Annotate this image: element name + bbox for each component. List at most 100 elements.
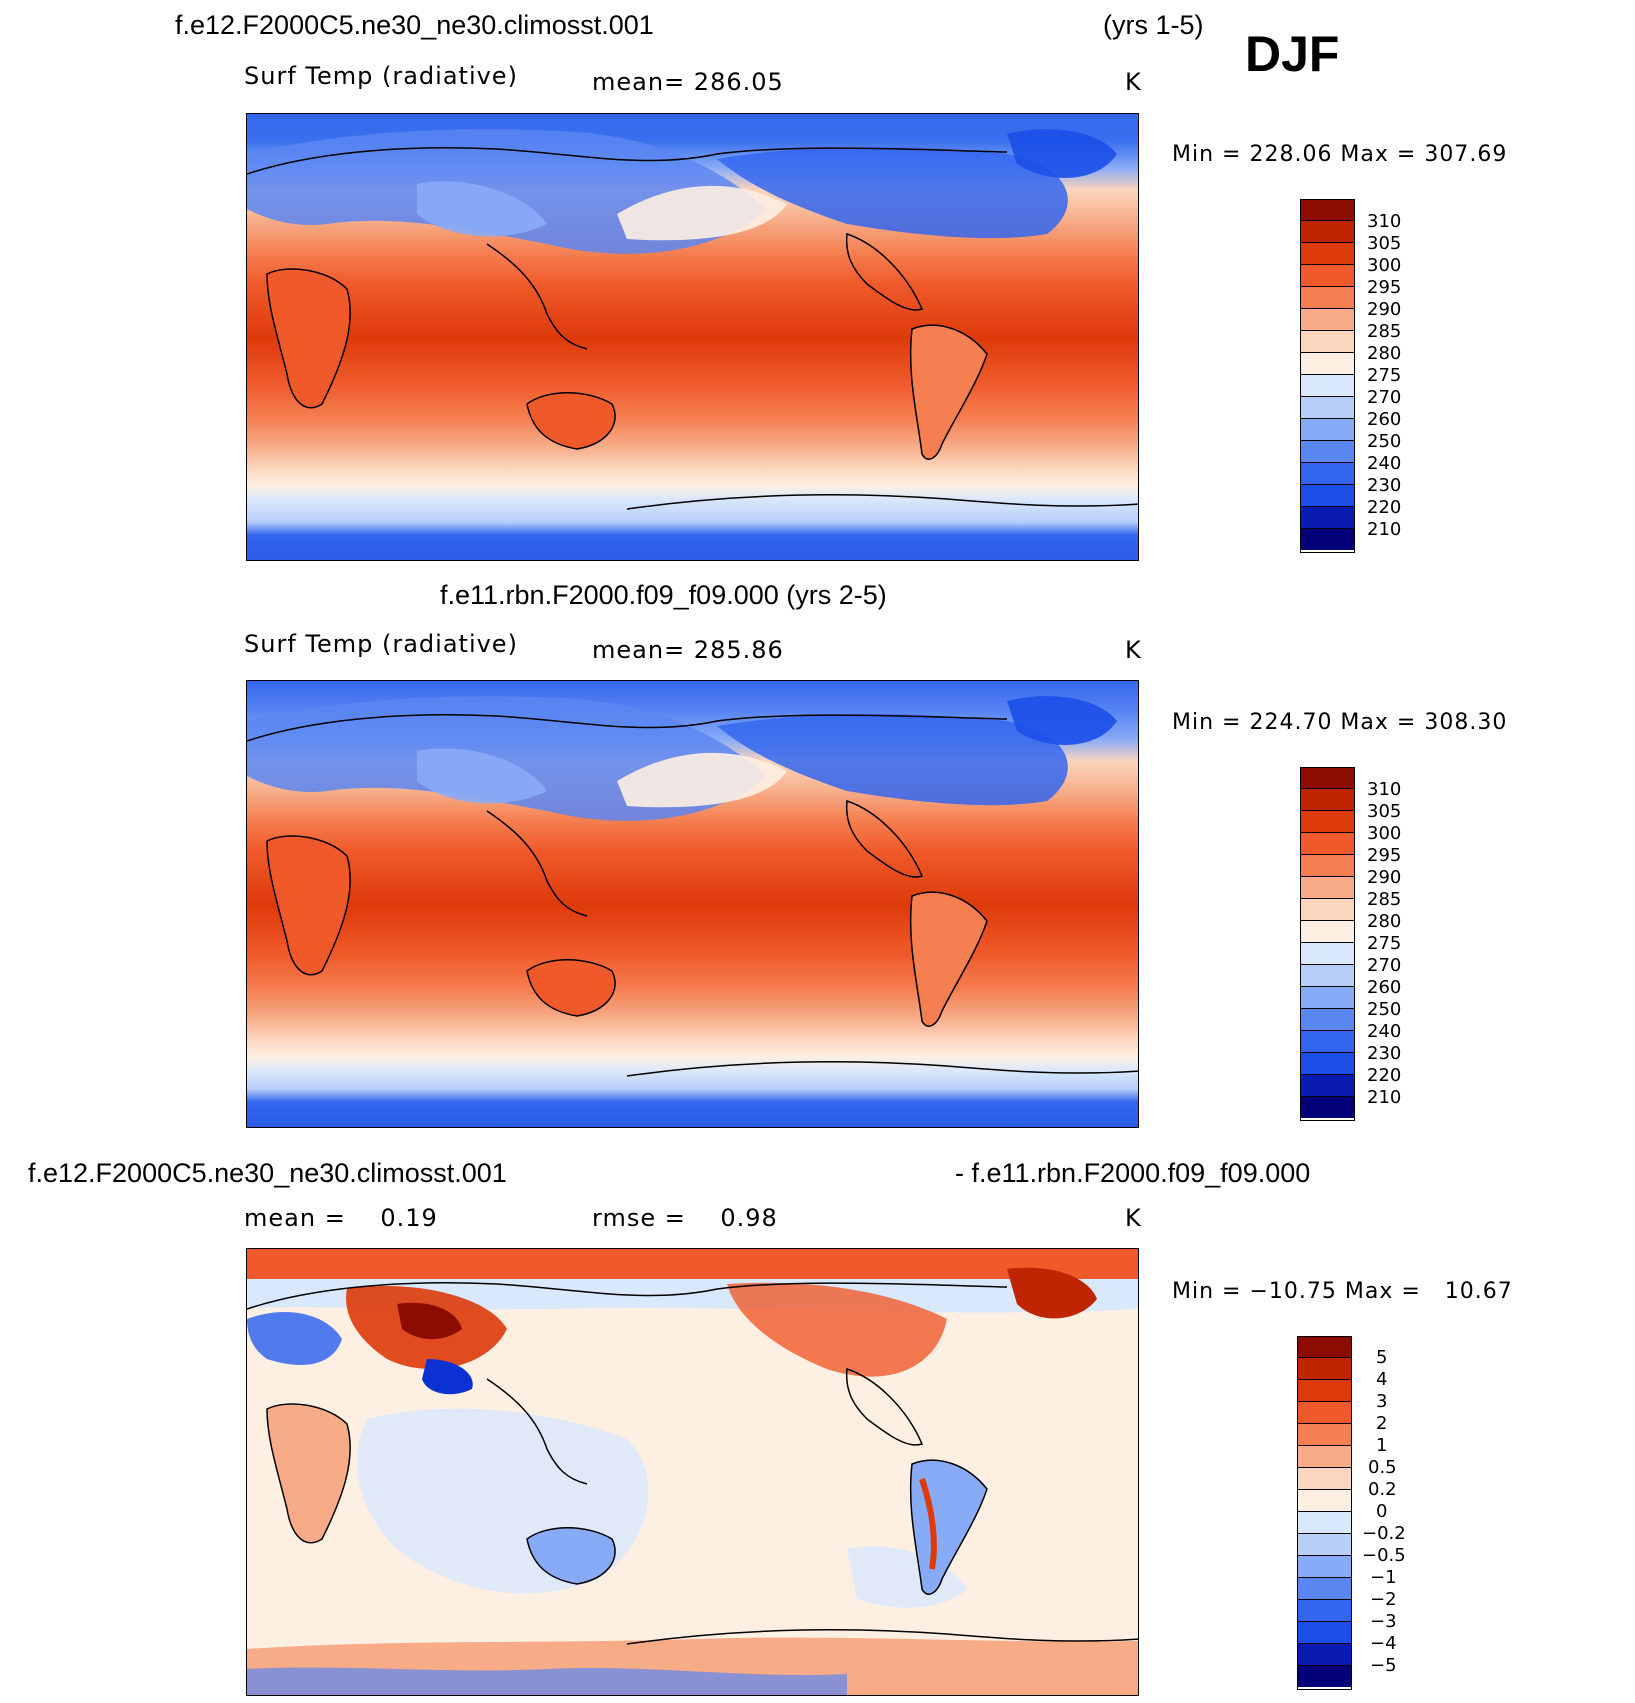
cbar3-seg	[1298, 1556, 1351, 1578]
run-title: f.e12.F2000C5.ne30_ne30.climosst.001	[175, 10, 654, 40]
cbar2-tick: 230	[1367, 1043, 1402, 1064]
cbar3-tick: 0	[1376, 1501, 1388, 1522]
cbar1-seg	[1301, 397, 1354, 419]
cbar2-seg	[1301, 1075, 1354, 1097]
cbar1-tick: 250	[1367, 431, 1402, 452]
cbar3-tick: −1	[1370, 1567, 1397, 1588]
cbar3-seg	[1298, 1424, 1351, 1446]
cbar2-seg	[1301, 1009, 1354, 1031]
cbar3-tick: 1	[1376, 1435, 1388, 1456]
panel3-title-left: f.e12.F2000C5.ne30_ne30.climosst.001	[28, 1158, 507, 1188]
cbar2-seg	[1301, 789, 1354, 811]
panel2-map-svg	[247, 681, 1138, 1127]
cbar1-seg	[1301, 265, 1354, 287]
panel2-title: f.e11.rbn.F2000.f09_f09.000 (yrs 2-5)	[440, 580, 887, 610]
cbar2-seg	[1301, 833, 1354, 855]
cbar3-seg	[1298, 1622, 1351, 1644]
cbar2-seg	[1301, 768, 1354, 789]
cbar2-tick: 250	[1367, 999, 1402, 1020]
panel2-mean: mean= 285.86	[592, 636, 784, 664]
cbar1-tick: 310	[1367, 211, 1402, 232]
cbar1-tick: 305	[1367, 233, 1402, 254]
cbar1-seg	[1301, 287, 1354, 309]
cbar3-seg	[1298, 1358, 1351, 1380]
panel2-min-max: Min = 224.70 Max = 308.30	[1172, 710, 1508, 735]
panel1-variable: Surf Temp (radiative)	[244, 62, 518, 90]
cbar2-seg	[1301, 921, 1354, 943]
cbar3-seg	[1298, 1468, 1351, 1490]
cbar3-seg	[1298, 1644, 1351, 1666]
cbar3-seg	[1298, 1578, 1351, 1600]
cbar1-tick: 220	[1367, 497, 1402, 518]
cbar2-seg	[1301, 987, 1354, 1009]
cbar2-tick: 285	[1367, 889, 1402, 910]
panel1-units: K	[1125, 68, 1142, 96]
cbar2-tick: 300	[1367, 823, 1402, 844]
cbar2-tick: 305	[1367, 801, 1402, 822]
cbar2-tick: 310	[1367, 779, 1402, 800]
cbar1-tick: 240	[1367, 453, 1402, 474]
cbar1-tick: 275	[1367, 365, 1402, 386]
cbar2-tick: 290	[1367, 867, 1402, 888]
cbar1-seg	[1301, 529, 1354, 550]
cbar1-seg	[1301, 331, 1354, 353]
cbar2-seg	[1301, 811, 1354, 833]
cbar3-seg	[1298, 1337, 1351, 1358]
cbar2-seg	[1301, 899, 1354, 921]
panel3-min-max: Min = −10.75 Max = 10.67	[1172, 1279, 1513, 1304]
cbar3-seg	[1298, 1512, 1351, 1534]
cbar1-tick: 290	[1367, 299, 1402, 320]
panel1-min-max: Min = 228.06 Max = 307.69	[1172, 142, 1508, 167]
panel3-map-svg	[247, 1249, 1138, 1695]
cbar2-tick: 270	[1367, 955, 1402, 976]
cbar2-tick: 280	[1367, 911, 1402, 932]
cbar3-seg	[1298, 1446, 1351, 1468]
cbar2-seg	[1301, 1097, 1354, 1118]
cbar3-tick: −3	[1370, 1611, 1397, 1632]
cbar3-seg	[1298, 1380, 1351, 1402]
cbar2-seg	[1301, 965, 1354, 987]
cbar1-seg	[1301, 200, 1354, 221]
cbar3-tick: 3	[1376, 1391, 1388, 1412]
panel3-units: K	[1125, 1204, 1142, 1232]
season-label: DJF	[1245, 26, 1340, 82]
cbar2-tick: 260	[1367, 977, 1402, 998]
cbar1-seg	[1301, 485, 1354, 507]
cbar1-seg	[1301, 441, 1354, 463]
cbar3-seg	[1298, 1600, 1351, 1622]
panel3-colorbar	[1297, 1336, 1352, 1690]
cbar1-seg	[1301, 507, 1354, 529]
cbar3-tick: −5	[1370, 1655, 1397, 1676]
cbar3-tick: 2	[1376, 1413, 1388, 1434]
cbar1-tick: 270	[1367, 387, 1402, 408]
cbar2-seg	[1301, 943, 1354, 965]
cbar3-tick: 0.2	[1368, 1479, 1397, 1500]
cbar3-tick: −0.2	[1362, 1523, 1406, 1544]
cbar3-tick: 4	[1376, 1369, 1388, 1390]
cbar1-seg	[1301, 419, 1354, 441]
panel3-map	[246, 1248, 1139, 1696]
cbar1-tick: 260	[1367, 409, 1402, 430]
cbar2-tick: 240	[1367, 1021, 1402, 1042]
cbar2-seg	[1301, 855, 1354, 877]
cbar1-tick: 210	[1367, 519, 1402, 540]
cbar3-tick: 0.5	[1368, 1457, 1397, 1478]
cbar2-tick: 275	[1367, 933, 1402, 954]
cbar1-tick: 300	[1367, 255, 1402, 276]
cbar1-tick: 280	[1367, 343, 1402, 364]
cbar1-seg	[1301, 243, 1354, 265]
cbar1-tick: 230	[1367, 475, 1402, 496]
panel3-title-right: - f.e11.rbn.F2000.f09_f09.000	[955, 1158, 1311, 1188]
cbar2-tick: 210	[1367, 1087, 1402, 1108]
cbar2-tick: 295	[1367, 845, 1402, 866]
cbar3-tick: 5	[1376, 1347, 1388, 1368]
panel3-mean: mean = 0.19	[244, 1204, 438, 1232]
cbar3-seg	[1298, 1490, 1351, 1512]
panel2-map	[246, 680, 1139, 1128]
cbar3-tick: −2	[1370, 1589, 1397, 1610]
cbar1-tick: 295	[1367, 277, 1402, 298]
cbar2-seg	[1301, 1031, 1354, 1053]
panel1-map	[246, 113, 1139, 561]
panel1-map-svg	[247, 114, 1138, 560]
panel2-units: K	[1125, 636, 1142, 664]
